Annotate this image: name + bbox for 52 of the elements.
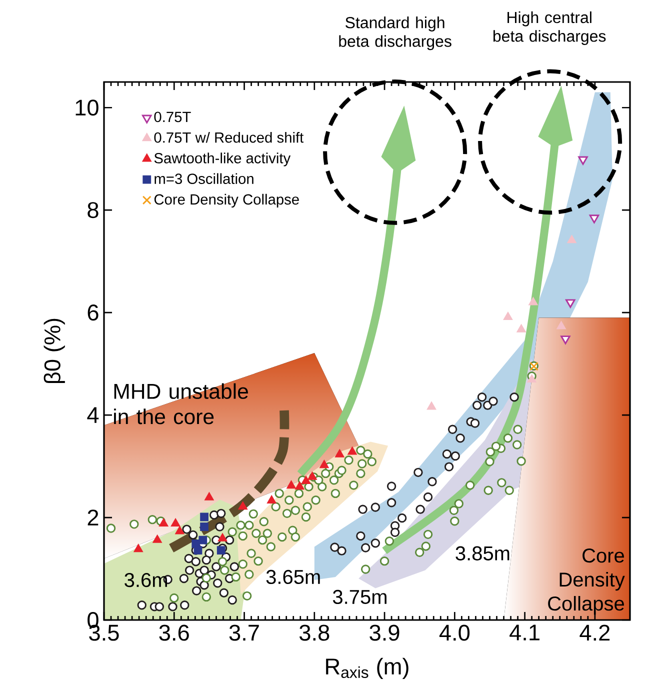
x-tick-label: 3.8 (300, 624, 330, 641)
point (216, 546, 226, 555)
point (238, 502, 248, 510)
text: High central beta discharges (493, 11, 606, 45)
y-axis-title: β0 (%) (44, 318, 65, 384)
point (320, 460, 329, 468)
annotation: 3.85m (456, 546, 510, 560)
y-tick-label: 10 (76, 100, 98, 116)
point (348, 446, 357, 455)
x-axis-title: R$_{axis}$ (m) (326, 658, 408, 680)
point (286, 480, 296, 489)
point (516, 324, 526, 332)
x-tick-label: 4.0 (439, 624, 470, 641)
point (527, 374, 536, 383)
x-tick-label: 4.2 (580, 624, 610, 641)
legend-label: 0.75T w/ Reduced shift (154, 132, 304, 143)
y-tick-label: 2 (88, 510, 98, 526)
legend-label: Sawtooth-like activity (154, 152, 291, 166)
legend-label: 0.75T (154, 112, 191, 122)
legend-label: Core Density Collapse (154, 194, 299, 208)
point (504, 312, 512, 320)
y-tick-label: 4 (87, 407, 99, 423)
point (295, 482, 304, 490)
point (152, 535, 162, 543)
point (335, 450, 344, 458)
point (200, 522, 208, 531)
point (556, 321, 566, 330)
legend-label: m=3 Oscillation (154, 173, 254, 184)
point (302, 476, 310, 484)
point (171, 518, 180, 527)
point (194, 546, 202, 555)
x-tick-label: 4.1 (510, 624, 540, 640)
annotation: 3.65m (266, 570, 320, 584)
y-tick-label: 8 (88, 202, 98, 218)
point (204, 492, 214, 500)
point (134, 544, 143, 552)
point (198, 536, 208, 544)
point (218, 534, 227, 542)
point (175, 526, 184, 534)
point (267, 496, 276, 504)
x-tick-label: 3.6 (159, 624, 189, 641)
point (200, 512, 208, 522)
annotation: 3.75m (332, 590, 386, 604)
point (528, 297, 538, 306)
y-tick-label: 6 (88, 304, 98, 321)
annotation: Core Density Collapse (548, 548, 625, 615)
x-tick-label: 3.7 (229, 624, 259, 641)
point (427, 402, 436, 410)
x-tick-label: 3.9 (370, 624, 400, 641)
point (159, 518, 168, 527)
text: Standard high beta discharges (339, 16, 452, 50)
point (567, 235, 576, 244)
